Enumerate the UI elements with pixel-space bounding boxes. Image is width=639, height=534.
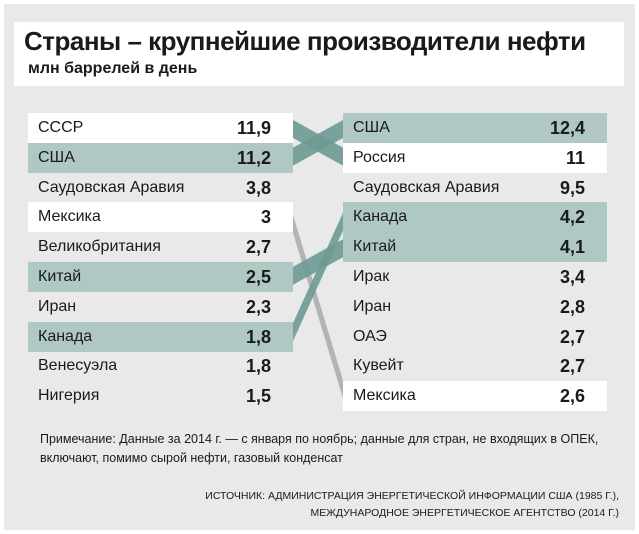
table-row: Канада 1,8	[28, 321, 293, 352]
table-row: Мексика 3	[28, 202, 293, 233]
table-row: Саудовская Аравия 3,8	[28, 173, 293, 203]
table-row: Иран 2,8	[343, 292, 607, 322]
footnote: Примечание: Данные за 2014 г. — с января…	[40, 432, 599, 465]
production-value: 3,4	[559, 267, 585, 287]
production-value: 2,7	[245, 237, 271, 258]
country-name: Саудовская Аравия	[38, 178, 185, 196]
country-name: США	[353, 119, 390, 136]
table-row: ОАЭ 2,7	[343, 322, 607, 352]
title-bar	[14, 22, 624, 86]
production-value: 11,2	[236, 147, 271, 168]
production-value: 4,2	[559, 207, 585, 228]
country-name: Ирак	[353, 268, 390, 285]
country-name: Иран	[38, 297, 77, 315]
country-name: ОАЭ	[353, 327, 387, 345]
production-value: 2,7	[559, 356, 585, 377]
table-row: Саудовская Аравия 9,5	[343, 173, 607, 203]
table-row: Великобритания 2,7	[28, 232, 293, 262]
table-row: Россия 11	[343, 142, 607, 173]
production-value: 2,7	[559, 326, 585, 347]
source-credit: ИСТОЧНИК: АДМИНИСТРАЦИЯ ЭНЕРГЕТИЧЕСКОЙ И…	[205, 488, 619, 522]
production-value: 9,5	[559, 177, 585, 198]
production-value: 4,1	[559, 237, 585, 258]
country-name: Венесуэла	[38, 357, 118, 375]
production-value: 11	[565, 147, 585, 168]
table-row: Ирак 3,4	[343, 262, 607, 292]
production-value: 1,5	[245, 386, 271, 407]
production-value: 2,6	[559, 386, 585, 407]
production-value: 3,8	[245, 177, 271, 198]
rank-link	[291, 208, 345, 406]
country-name: Кувейт	[353, 357, 404, 375]
table-row: Нигерия 1,5	[28, 381, 293, 411]
country-name: Россия	[353, 148, 406, 166]
country-name: Нигерия	[38, 387, 100, 405]
table-row: СССР 11,9	[28, 113, 293, 143]
production-value: 2,8	[559, 296, 585, 317]
production-value: 2,5	[245, 267, 271, 287]
chart-title: Страны – крупнейшие производители нефти	[24, 26, 586, 56]
chart-subtitle: млн баррелей в день	[28, 60, 198, 77]
table-row: Китай 2,5	[28, 262, 293, 292]
country-name: Саудовская Аравия	[353, 178, 500, 196]
source-line: ИСТОЧНИК: АДМИНИСТРАЦИЯ ЭНЕРГЕТИЧЕСКОЙ И…	[205, 490, 619, 502]
table-row: Венесуэла 1,8	[28, 351, 293, 381]
table-row: Кувейт 2,7	[343, 351, 607, 381]
country-name: США	[38, 148, 75, 166]
production-value: 2,3	[245, 296, 271, 317]
country-name: Великобритания	[38, 238, 161, 256]
table-row: Мексика 2,6	[343, 381, 607, 412]
rank-link	[291, 118, 345, 167]
table-row: США 12,4	[343, 113, 607, 143]
production-value: 3	[260, 207, 271, 228]
rank-link	[291, 208, 345, 346]
production-value: 1,8	[245, 356, 271, 377]
country-name: Мексика	[38, 208, 101, 226]
production-value: 11,9	[236, 118, 271, 138]
country-name: Иран	[353, 297, 392, 315]
country-name: Китай	[353, 238, 397, 256]
source-line: МЕЖДУНАРОДНОЕ ЭНЕРГЕТИЧЕСКОЕ АГЕНТСТВО (…	[310, 507, 619, 519]
table-row: Китай 4,1	[343, 232, 607, 263]
table-row: Иран 2,3	[28, 292, 293, 322]
country-name: Канада	[353, 208, 408, 226]
production-value: 12,4	[549, 118, 585, 138]
country-name: Канада	[38, 327, 93, 345]
table-row: Канада 4,2	[343, 202, 607, 233]
table-row: США 11,2	[28, 142, 293, 173]
country-name: Китай	[38, 268, 82, 285]
country-name: СССР	[38, 119, 84, 136]
production-value: 1,8	[245, 326, 271, 347]
country-name: Мексика	[353, 387, 416, 405]
